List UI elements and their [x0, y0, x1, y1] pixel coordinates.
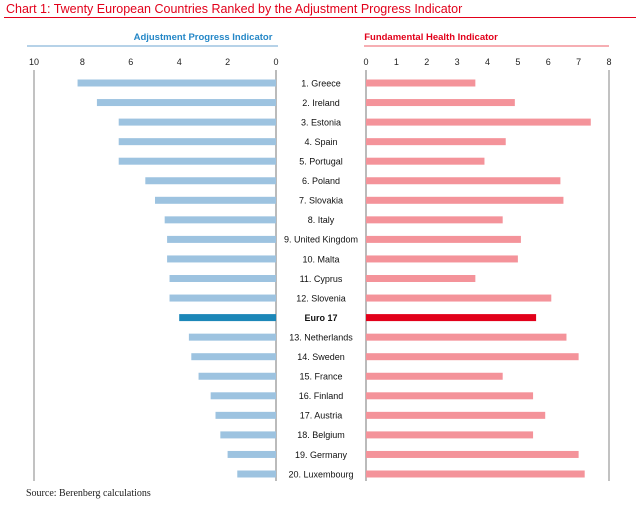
right-bar	[366, 118, 591, 126]
left-tick-label: 0	[273, 57, 278, 67]
left-bar	[210, 392, 276, 400]
category-label: 13. Netherlands	[289, 332, 353, 342]
left-tick-label: 4	[177, 57, 182, 67]
right-series-title: Fundamental Health Indicator	[364, 32, 498, 43]
category-label: 16. Finland	[299, 391, 344, 401]
left-bar	[118, 157, 276, 165]
right-bar	[366, 333, 567, 341]
right-tick-label: 0	[363, 57, 368, 67]
category-label: 6. Poland	[302, 176, 340, 186]
right-tick-label: 4	[485, 57, 490, 67]
left-bar	[167, 255, 276, 263]
right-bar	[366, 235, 521, 243]
category-label: 18. Belgium	[297, 430, 345, 440]
category-label: 14. Sweden	[297, 352, 345, 362]
adjustment-progress-panel: Adjustment Progress Indicator 10 8 6 4 2 0	[27, 32, 279, 481]
left-bar	[188, 333, 276, 341]
right-bar	[366, 411, 546, 419]
source-note: Source: Berenberg calculations	[26, 488, 151, 499]
right-tick-label: 1	[394, 57, 399, 67]
category-label: 4. Spain	[304, 137, 337, 147]
category-label: 7. Slovakia	[299, 196, 343, 206]
category-label: Euro 17	[304, 313, 337, 323]
right-bar	[366, 275, 476, 282]
right-tick-label: 7	[576, 57, 581, 67]
right-bar	[366, 353, 579, 361]
category-label: 5. Portugal	[299, 157, 343, 167]
left-bar	[118, 118, 276, 126]
right-bar	[366, 314, 537, 322]
right-bar	[366, 470, 585, 478]
left-bar	[167, 235, 276, 243]
right-bar	[366, 138, 506, 146]
category-label: 8. Italy	[308, 215, 335, 225]
category-label: 20. Luxembourg	[288, 469, 353, 479]
right-tick-label: 5	[515, 57, 520, 67]
left-bar	[118, 138, 276, 146]
right-tick-label: 3	[455, 57, 460, 67]
right-tick-label: 2	[424, 57, 429, 67]
category-label: 3. Estonia	[301, 117, 341, 127]
right-tick-label: 6	[546, 57, 551, 67]
left-bar	[145, 177, 276, 185]
category-labels: 1. Greece 2. Ireland 3. Estonia 4. Spain 5. …	[284, 78, 358, 479]
category-label: 11. Cyprus	[300, 274, 343, 284]
left-tick-label: 10	[29, 57, 39, 67]
left-bar	[237, 470, 276, 478]
right-bar	[366, 157, 485, 165]
right-bar	[366, 372, 503, 380]
left-bar	[155, 196, 276, 204]
left-bar	[169, 275, 276, 282]
left-tick-label: 6	[128, 57, 133, 67]
left-bar	[215, 411, 276, 419]
right-bar	[366, 294, 552, 302]
left-bar	[169, 294, 276, 302]
left-bar	[164, 216, 276, 224]
left-series-title: Adjustment Progress Indicator	[134, 32, 273, 43]
right-bar	[366, 450, 579, 458]
right-bar	[366, 79, 476, 87]
left-bar	[96, 99, 276, 107]
right-bar	[366, 392, 534, 400]
category-label: 2. Ireland	[302, 98, 340, 108]
left-tick-label: 8	[80, 57, 85, 67]
left-bar	[179, 314, 276, 322]
right-bar	[366, 177, 561, 185]
title-divider	[4, 17, 636, 18]
category-label: 1. Greece	[301, 78, 341, 88]
category-label: 17. Austria	[300, 411, 343, 421]
left-bar	[77, 79, 276, 87]
right-bar	[366, 216, 503, 224]
category-label: 10. Malta	[302, 254, 339, 264]
left-bar	[227, 450, 276, 458]
right-tick-label: 8	[606, 57, 611, 67]
left-bar	[198, 372, 276, 380]
category-label: 9. United Kingdom	[284, 235, 358, 245]
left-tick-label: 2	[225, 57, 230, 67]
right-bar	[366, 196, 564, 204]
left-bar	[191, 353, 276, 361]
page-title: Chart 1: Twenty European Countries Ranke…	[6, 2, 463, 16]
right-bar	[366, 99, 515, 107]
fundamental-health-panel: Fundamental Health Indicator 0 1 2 3 4 5 6 7 8	[363, 32, 612, 481]
right-bar	[366, 431, 534, 439]
right-bar	[366, 255, 518, 263]
category-label: 15. France	[299, 372, 342, 382]
category-label: 19. Germany	[295, 450, 348, 460]
category-label: 12. Slovenia	[296, 293, 346, 303]
left-bar	[220, 431, 276, 439]
